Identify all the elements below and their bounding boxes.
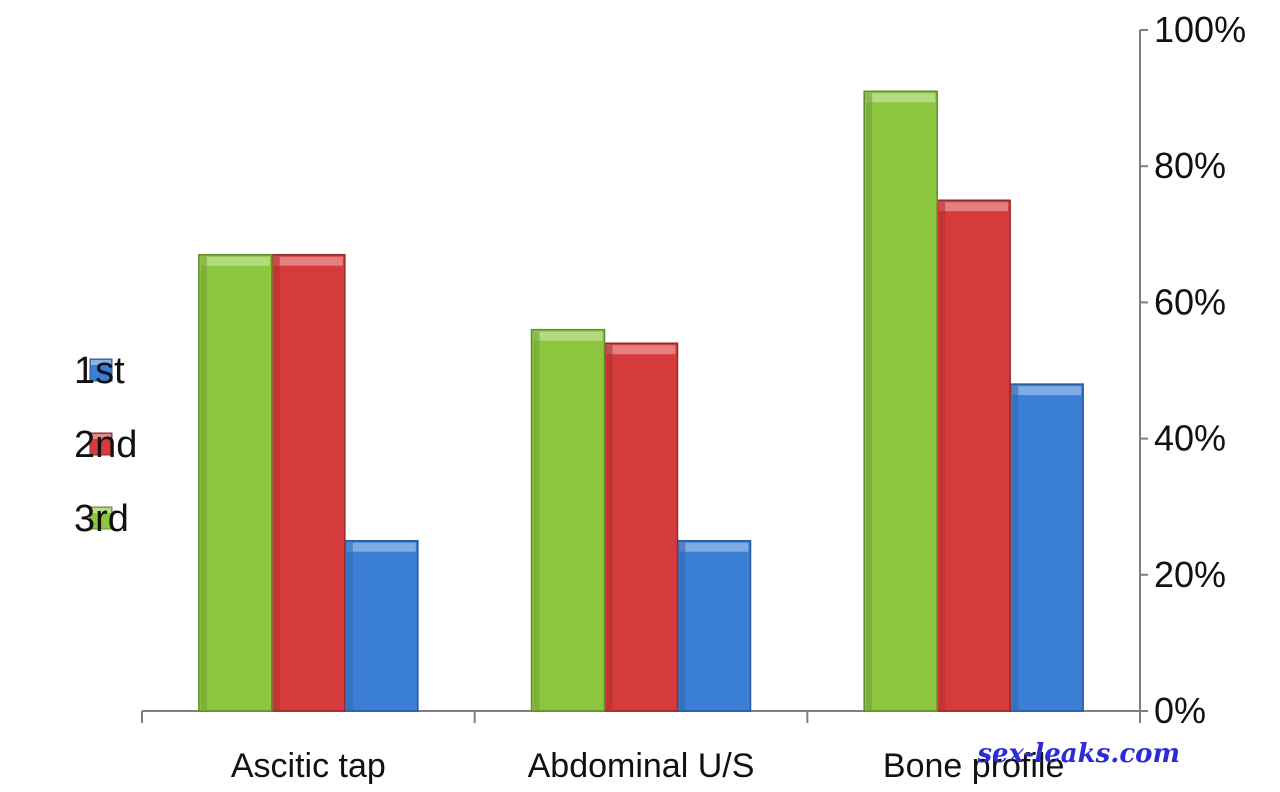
legend-item-1st: 1st	[74, 350, 125, 392]
legend-item-2nd: 2nd	[74, 424, 137, 466]
y-tick-label: 0%	[1154, 690, 1206, 731]
legend-label: 2nd	[74, 424, 137, 466]
legend: 1st 2nd 3rd	[74, 350, 137, 540]
y-tick-labels: 0% 20% 40% 60% 80% 100%	[1154, 9, 1246, 731]
category-label: Bone profile	[883, 747, 1064, 785]
bars	[198, 90, 1084, 712]
bar-1st-ascitic-tap	[344, 540, 419, 712]
category-label: Ascitic tap	[231, 747, 386, 785]
bar-3rd-abdominal-u-s	[530, 328, 606, 712]
y-tick-label: 40%	[1154, 418, 1226, 459]
y-tick-label: 80%	[1154, 145, 1226, 186]
category-label: Abdominal U/S	[528, 747, 755, 785]
category-labels: Ascitic tap Abdominal U/S Bone profile	[231, 747, 1065, 785]
bar-1st-bone-profile	[1009, 383, 1084, 712]
legend-label: 1st	[74, 350, 125, 392]
bar-3rd-ascitic-tap	[198, 253, 273, 712]
y-tick-label: 20%	[1154, 554, 1226, 595]
legend-label: 3rd	[74, 498, 129, 540]
bar-2nd-abdominal-u-s	[603, 342, 679, 712]
y-tick-label: 100%	[1154, 9, 1246, 50]
bar-2nd-bone-profile	[936, 199, 1011, 712]
y-tick-label: 60%	[1154, 281, 1226, 322]
bar-2nd-ascitic-tap	[271, 253, 346, 712]
bar-3rd-bone-profile	[863, 90, 938, 712]
bar-1st-abdominal-u-s	[676, 540, 752, 712]
legend-item-3rd: 3rd	[74, 498, 129, 540]
watermark-text: sex-leaks.com	[976, 739, 1180, 769]
